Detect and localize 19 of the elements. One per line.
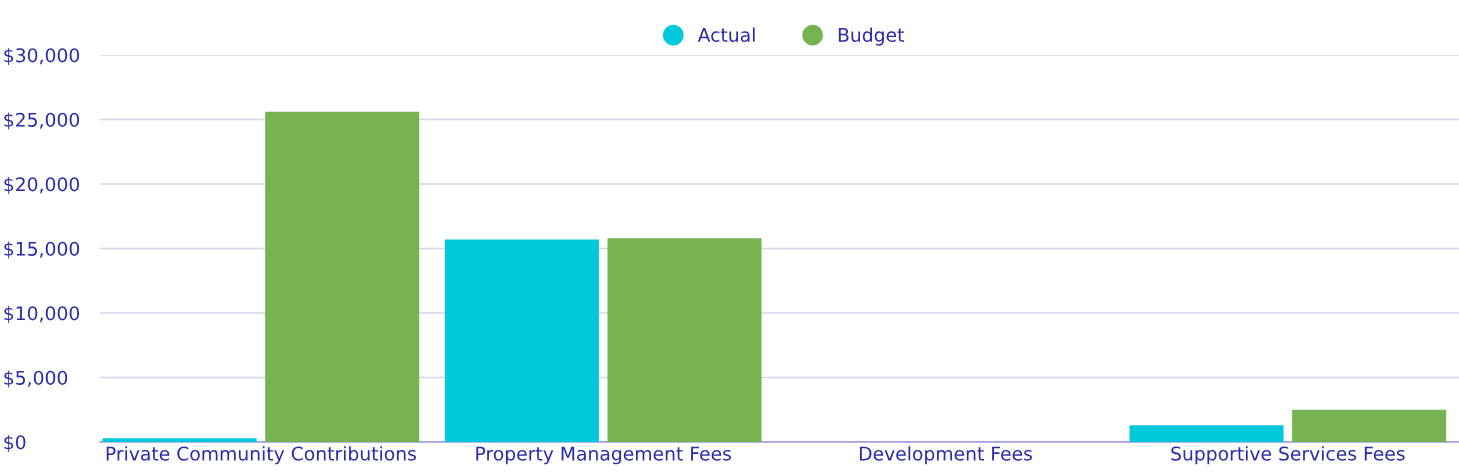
y-tick-label: $30,000 [4,47,80,65]
x-tick-label: Development Fees [859,446,1032,465]
bar [102,438,257,442]
bar [444,239,599,442]
bar [607,238,762,442]
x-tick-label: Supportive Services Fees [1171,446,1405,465]
bar [1129,425,1284,442]
y-tick-label: $10,000 [4,305,80,323]
y-tick-label: $0 [4,434,26,452]
x-tick-label: Private Community Contributions [106,446,416,465]
y-tick-label: $20,000 [4,176,80,194]
x-tick-label: Property Management Fees [476,446,731,465]
legend-label: Budget [838,27,905,46]
bar [265,111,420,442]
y-tick-label: $25,000 [4,112,80,130]
y-tick-label: $5,000 [4,370,68,388]
bar [1292,409,1447,442]
y-tick-label: $15,000 [4,241,80,259]
legend-label: Actual [697,27,755,42]
